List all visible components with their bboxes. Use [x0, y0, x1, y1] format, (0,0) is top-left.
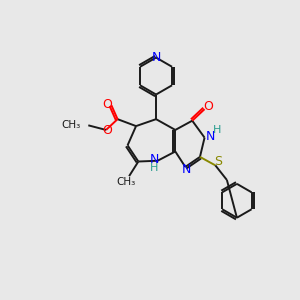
Text: O: O: [103, 124, 112, 137]
Text: CH₃: CH₃: [116, 176, 136, 187]
Text: H: H: [150, 164, 159, 173]
Text: N: N: [182, 164, 191, 176]
Text: H: H: [213, 125, 221, 135]
Text: S: S: [214, 155, 222, 168]
Text: CH₃: CH₃: [61, 119, 81, 130]
Text: N: N: [206, 130, 215, 142]
Text: O: O: [203, 100, 213, 112]
Text: O: O: [102, 98, 112, 111]
Text: N: N: [152, 51, 161, 64]
Text: N: N: [150, 154, 159, 166]
